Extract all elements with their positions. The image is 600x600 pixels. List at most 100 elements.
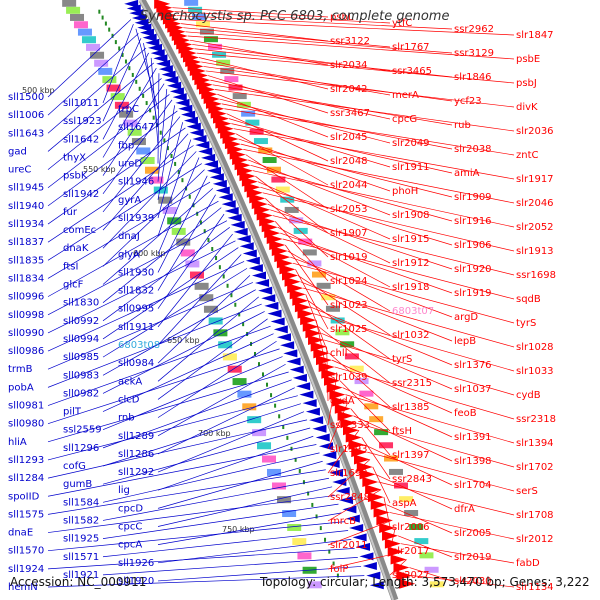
leader-line [47, 444, 317, 497]
feature-block [335, 329, 350, 336]
left-gene-labels: sll1500 sll1011 frpC sll1006 ssl1923 sll1647 s… [8, 92, 160, 593]
gene-label: slr1019 [330, 252, 368, 263]
leader-line [102, 169, 205, 267]
gene-label: 6803t08 [118, 340, 160, 351]
gene-label: sll1289 [118, 431, 154, 442]
gene-label: slr2049 [392, 138, 430, 149]
gene-label: cofG [63, 461, 86, 472]
reverse-gene-arrow [245, 256, 260, 265]
feature-block [252, 429, 267, 437]
gene-label: sll1642 [63, 134, 99, 145]
gene-label: slr2034 [330, 60, 368, 71]
gene-label: ssr3467 [330, 108, 370, 119]
forward-gene-arrow [367, 492, 384, 503]
feature-block [212, 51, 227, 58]
leader-line [157, 318, 268, 400]
gene-label: ssr2843 [392, 474, 432, 485]
feature-block [73, 21, 88, 29]
reverse-gene-arrow [283, 349, 298, 358]
gene-label: slr2044 [330, 180, 368, 191]
feature-block [354, 378, 369, 385]
gene-label: slr1398 [454, 456, 492, 467]
gene-label: slr1920 [454, 264, 492, 275]
tick-dot [266, 382, 269, 387]
reverse-gene-arrow [356, 542, 371, 551]
feature-block [287, 523, 302, 531]
gene-label: slr2053 [330, 204, 368, 215]
tick-dot [294, 457, 297, 462]
feature-block [218, 341, 233, 349]
reverse-gene-arrow [204, 160, 219, 169]
leader-line [102, 247, 239, 340]
tick-dot [211, 247, 214, 251]
reverse-gene-arrow [342, 505, 357, 514]
gene-label: dfrA [454, 504, 475, 515]
right-gene-labels: psbL ytfC ssr2962 slr1847 ssr3122 slr1767 ssr3… [330, 12, 556, 593]
leader-line [327, 489, 382, 522]
feature-block [144, 166, 159, 174]
feature-block [123, 119, 138, 127]
forward-gene-arrow [348, 439, 365, 450]
gene-label: cpcD [118, 503, 143, 514]
gene-label: slr2046 [516, 198, 554, 209]
reverse-gene-arrow [319, 442, 334, 451]
gene-label: lepB [454, 336, 476, 347]
reverse-gene-arrow [218, 193, 233, 202]
feature-block [199, 28, 214, 35]
feature-block [414, 538, 429, 545]
gene-label: sll1006 [8, 110, 44, 121]
gene-label: slr2019 [454, 552, 492, 563]
leader-line [389, 559, 407, 576]
reverse-gene-arrow [251, 271, 266, 280]
leader-line [308, 300, 391, 360]
leader-line [238, 138, 391, 192]
forward-gene-arrow [359, 469, 376, 480]
tick-dot [238, 312, 241, 317]
leader-line [157, 539, 352, 564]
leader-line [157, 340, 277, 418]
gene-label: sll1942 [63, 189, 99, 200]
leader-line [378, 481, 515, 516]
gene-label: zntC [516, 150, 539, 161]
tick-dot [124, 59, 127, 64]
leader-line [47, 325, 271, 406]
gene-label: folP [330, 564, 348, 575]
feature-block [364, 403, 379, 410]
feature-block [374, 429, 389, 436]
reverse-gene-arrow [132, 13, 147, 22]
genome-backbone-highlight [139, 0, 394, 600]
leader-line [383, 497, 391, 528]
leader-line [47, 181, 211, 279]
gene-label: sll0994 [63, 334, 99, 345]
tick-label: 600 kbp [133, 249, 166, 258]
feature-block [242, 403, 257, 411]
reverse-gene-arrow [258, 286, 273, 295]
gene-label: gyrA [118, 195, 141, 206]
gene-label: slr1917 [516, 174, 554, 185]
tick-dot [286, 435, 289, 440]
leader-line [102, 67, 157, 158]
tick-dot [254, 351, 257, 356]
feature-block [167, 217, 182, 225]
feature-block [282, 510, 297, 518]
gene-label: sll1940 [8, 201, 44, 212]
reverse-gene-arrow [161, 70, 176, 79]
tick-dot [207, 238, 210, 243]
gene-label: slr2012 [516, 534, 554, 545]
feature-block [404, 510, 419, 517]
tick-dot [199, 220, 202, 225]
gene-label: frpC [118, 104, 139, 115]
tick-dot [278, 414, 281, 419]
leader-line [327, 459, 371, 498]
tick-dot [149, 108, 152, 113]
gene-label: sll1570 [8, 546, 44, 557]
tick-label: 750 kbp [222, 525, 255, 534]
feature-block [194, 282, 209, 290]
gene-label: sll0983 [63, 370, 99, 381]
gene-label: sll1500 [8, 92, 44, 103]
feature-block [86, 43, 101, 51]
leader-line [47, 163, 202, 261]
forward-gene-arrow [390, 554, 407, 565]
gene-label: sll1934 [8, 219, 44, 230]
leader-line [240, 143, 453, 198]
